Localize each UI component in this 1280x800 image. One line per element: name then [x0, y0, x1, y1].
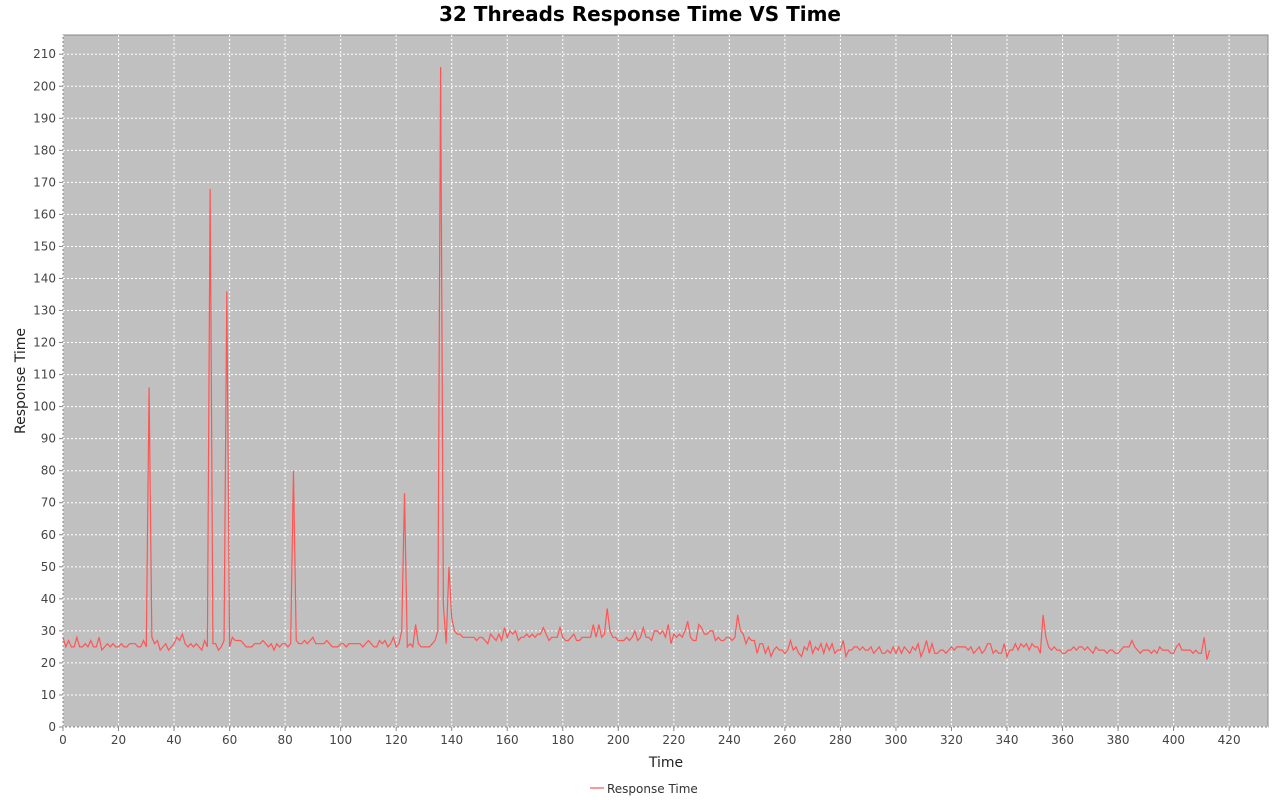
x-tick-label: 320	[940, 733, 963, 747]
x-tick-label: 160	[496, 733, 519, 747]
y-tick-label: 70	[41, 496, 56, 510]
y-tick-label: 110	[33, 368, 56, 382]
x-tick-label: 340	[996, 733, 1019, 747]
x-tick-label: 420	[1218, 733, 1241, 747]
x-tick-label: 260	[773, 733, 796, 747]
x-tick-label: 0	[59, 733, 67, 747]
data-line	[62, 67, 1211, 660]
y-tick-label: 150	[33, 239, 56, 253]
y-tick-label: 190	[33, 111, 56, 125]
x-tick-label: 60	[222, 733, 237, 747]
x-tick-label: 380	[1107, 733, 1130, 747]
y-tick-label: 100	[33, 400, 56, 414]
y-tick-label: 180	[33, 143, 56, 157]
x-tick-label: 100	[329, 733, 352, 747]
y-tick-label: 170	[33, 175, 56, 189]
y-tick-label: 50	[41, 560, 56, 574]
y-tick-label: 0	[48, 720, 56, 734]
y-tick-label: 60	[41, 528, 56, 542]
x-tick-label: 220	[662, 733, 685, 747]
x-tick-label: 140	[440, 733, 463, 747]
x-tick-label: 300	[884, 733, 907, 747]
plot-area	[62, 34, 1269, 728]
y-tick-label: 10	[41, 688, 56, 702]
y-axis-label: Response Time	[13, 328, 29, 434]
legend-label: Response Time	[607, 782, 698, 796]
x-tick-label: 240	[718, 733, 741, 747]
y-tick-label: 30	[41, 624, 56, 638]
x-tick-label: 400	[1162, 733, 1185, 747]
x-tick-label: 80	[277, 733, 292, 747]
chart-title: 32 Threads Response Time VS Time	[439, 2, 841, 26]
x-tick-label: 200	[607, 733, 630, 747]
x-tick-label: 360	[1051, 733, 1074, 747]
y-tick-label: 120	[33, 336, 56, 350]
y-tick-label: 160	[33, 207, 56, 221]
y-tick-label: 140	[33, 271, 56, 285]
x-tick-label: 120	[385, 733, 408, 747]
y-tick-label: 90	[41, 432, 56, 446]
y-tick-label: 40	[41, 592, 56, 606]
y-tick-label: 210	[33, 47, 56, 61]
x-tick-label: 280	[829, 733, 852, 747]
x-axis-label: Time	[648, 755, 683, 771]
y-tick-label: 130	[33, 304, 56, 318]
y-tick-label: 20	[41, 656, 56, 670]
x-tick-label: 40	[166, 733, 181, 747]
y-tick-label: 200	[33, 79, 56, 93]
y-tick-label: 80	[41, 464, 56, 478]
x-tick-label: 20	[111, 733, 126, 747]
x-tick-label: 180	[551, 733, 574, 747]
